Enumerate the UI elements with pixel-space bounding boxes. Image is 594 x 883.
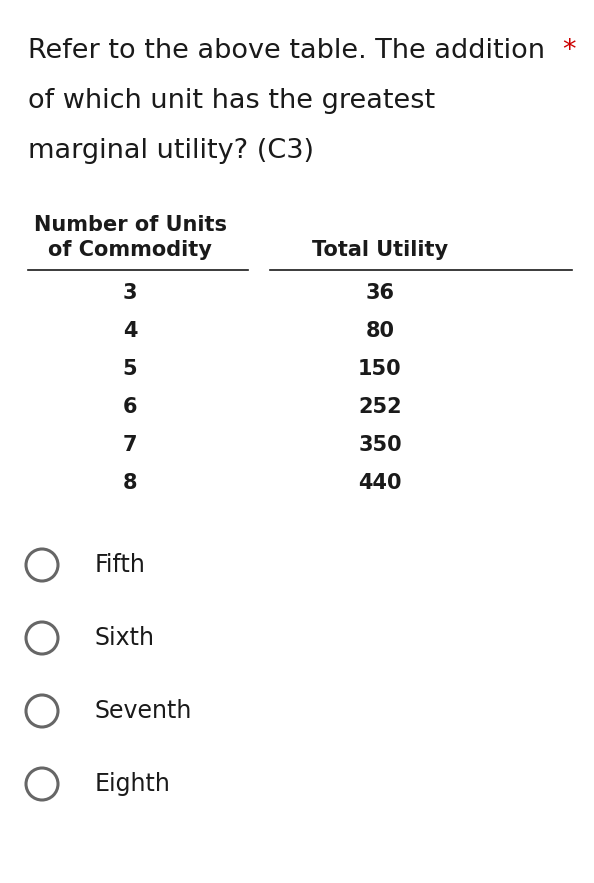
Text: Refer to the above table. The addition: Refer to the above table. The addition — [28, 38, 545, 64]
Text: Fifth: Fifth — [95, 553, 146, 577]
Text: 8: 8 — [123, 473, 137, 493]
Text: Eighth: Eighth — [95, 772, 171, 796]
Text: 36: 36 — [365, 283, 394, 303]
Text: 7: 7 — [123, 435, 137, 455]
Text: Seventh: Seventh — [95, 699, 192, 723]
Text: Sixth: Sixth — [95, 626, 155, 650]
Text: 80: 80 — [365, 321, 394, 341]
Text: Total Utility: Total Utility — [312, 240, 448, 260]
Text: 4: 4 — [123, 321, 137, 341]
Text: 150: 150 — [358, 359, 402, 379]
Text: 252: 252 — [358, 397, 402, 417]
Text: 6: 6 — [123, 397, 137, 417]
Text: *: * — [563, 38, 576, 64]
Text: of which unit has the greatest: of which unit has the greatest — [28, 88, 435, 114]
Text: 350: 350 — [358, 435, 402, 455]
Text: Number of Units: Number of Units — [33, 215, 226, 235]
Text: 3: 3 — [123, 283, 137, 303]
Text: 440: 440 — [358, 473, 402, 493]
Text: 5: 5 — [123, 359, 137, 379]
Text: marginal utility? (C3): marginal utility? (C3) — [28, 138, 314, 164]
Text: of Commodity: of Commodity — [48, 240, 212, 260]
